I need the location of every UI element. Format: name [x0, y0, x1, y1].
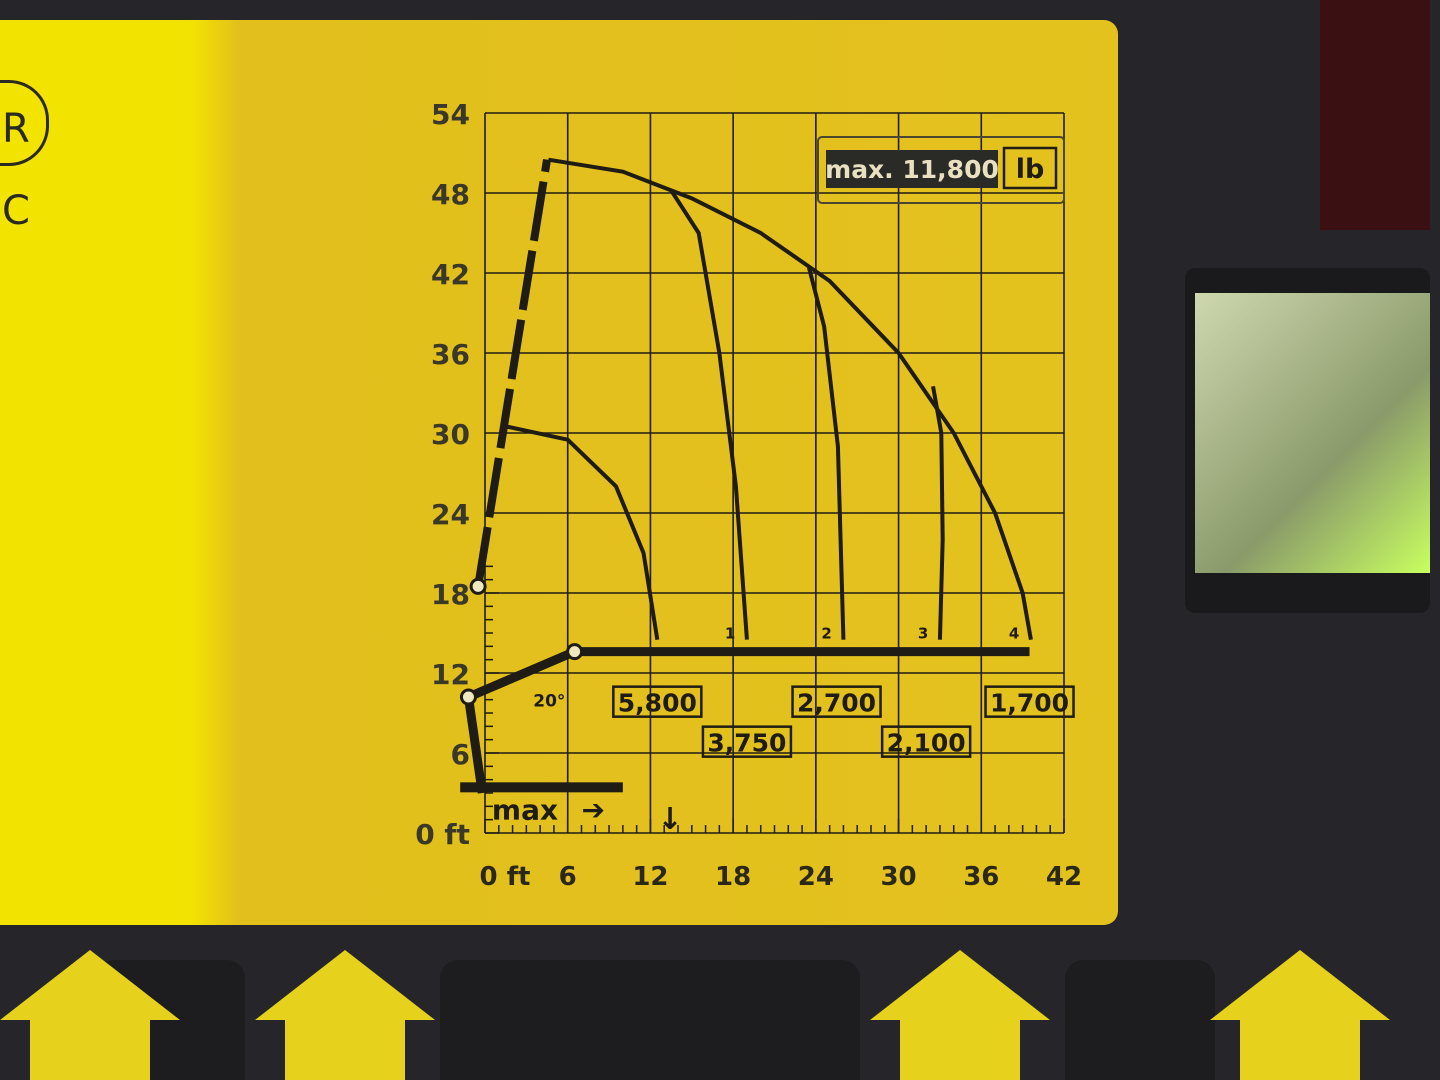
control-button-3[interactable] [1065, 960, 1215, 1080]
control-button-2[interactable] [440, 960, 860, 1080]
arrow-up-icon [1210, 950, 1390, 1020]
arrow-up-icon [870, 950, 1050, 1020]
extension-number: 2 [821, 624, 831, 642]
y-tick-label: 42 [431, 258, 470, 291]
max-capacity-unit-box [1002, 146, 1058, 190]
y-tick-label: 12 [431, 658, 470, 691]
extension-number: 3 [918, 624, 928, 642]
y-tick-label: 36 [431, 338, 470, 371]
x-tick-label: 12 [632, 862, 668, 892]
stabilizer-max-label: max [492, 794, 558, 827]
y-tick-label: 24 [431, 498, 470, 531]
stabilizer-arrow-icon: ➔ [582, 794, 605, 827]
y-tick-label: 18 [431, 578, 470, 611]
boom-joint [469, 577, 487, 595]
load-label-box [701, 725, 793, 758]
max-capacity-value: max. 11,800 [825, 155, 999, 184]
x-tick-label: 42 [1046, 862, 1082, 892]
load-label-box [880, 725, 972, 758]
y-tick-label: 6 [451, 738, 470, 771]
background-red-strip [1320, 0, 1430, 230]
load-label: 3,750 [707, 729, 786, 758]
x-tick-label: 30 [880, 862, 916, 892]
boom-joint [566, 643, 584, 661]
bubble-level [1185, 268, 1430, 613]
max-capacity-frame [817, 136, 1065, 204]
load-curve-0 [505, 424, 660, 640]
crane-boom-arm [463, 647, 1030, 794]
arrow-up-icon-body [30, 1018, 150, 1080]
load-curve-4 [548, 157, 1033, 641]
x-tick-label: 18 [715, 862, 751, 892]
x-tick-label: 24 [798, 862, 834, 892]
load-curve-2 [807, 267, 846, 640]
load-label-box [791, 685, 882, 718]
y-tick-label: 54 [431, 98, 470, 131]
max-capacity-unit: lb [1016, 154, 1045, 185]
y-tick-label: 0 ft [415, 818, 470, 851]
arrow-up-icon [255, 950, 435, 1020]
load-label: 5,800 [618, 689, 697, 718]
arrow-up-icon-body [900, 1018, 1020, 1080]
level-glass [1195, 293, 1430, 573]
load-label: 2,100 [887, 729, 966, 758]
x-tick-label: 6 [559, 862, 577, 892]
arrow-up-icon-body [285, 1018, 405, 1080]
max-capacity-badge [826, 150, 998, 188]
x-tick-label: 0 ft [480, 862, 531, 892]
load-label: 1,700 [990, 689, 1069, 718]
arrow-up-icon [0, 950, 180, 1020]
arrow-up-icon-body [1240, 1018, 1360, 1080]
extension-number: 1 [725, 624, 735, 642]
crane-base [460, 782, 623, 793]
down-arrow-icon: ↓ [657, 802, 682, 837]
x-tick-label: 36 [963, 862, 999, 892]
y-tick-label: 48 [431, 178, 470, 211]
boom-joint [459, 688, 477, 706]
load-label: 2,700 [797, 689, 876, 718]
extension-number: 4 [1009, 624, 1019, 642]
crane-boom-raised [474, 159, 551, 587]
y-tick-label: 30 [431, 418, 470, 451]
load-label-box [612, 685, 703, 718]
load-label-box [984, 685, 1075, 718]
boom-angle-label: 20° [533, 691, 565, 711]
brand-logo-text: R C [2, 106, 30, 234]
load-curve-1 [669, 189, 749, 640]
